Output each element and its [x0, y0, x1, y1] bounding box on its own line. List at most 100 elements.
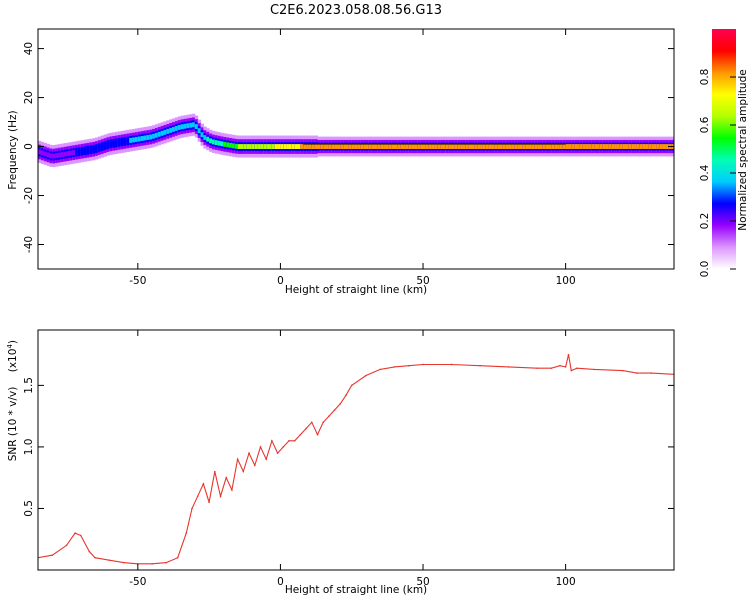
heatmap-cell [577, 144, 581, 149]
snr-data-point [422, 363, 424, 366]
snr-data-point [231, 489, 233, 491]
heatmap-cell [194, 124, 199, 129]
heatmap-y-tick-label: -20 [23, 187, 35, 204]
heatmap-cell [551, 144, 555, 149]
heatmap-cell [394, 144, 398, 149]
snr-data-point [265, 458, 267, 461]
colorbar-ticks: 0.0 0.2 0.4 0.6 0.8 [699, 69, 736, 277]
heatmap-cell [408, 144, 413, 149]
heatmap-cell [616, 144, 621, 149]
heatmap-cell [397, 144, 401, 149]
heatmap-cell [608, 144, 612, 149]
heatmap-cell [206, 136, 210, 142]
heatmap-cell [288, 144, 293, 149]
heatmap-cell [365, 144, 370, 149]
heatmap-cell [140, 136, 145, 141]
colorbar-tick-label: 0.6 [699, 116, 711, 133]
heatmap-panel: -50 0 50 100 -40 -20 0 20 40 Height of straight … [7, 28, 675, 296]
heatmap-cell [528, 144, 532, 149]
heatmap-cell [269, 144, 273, 149]
heatmap-cell [152, 133, 156, 139]
heatmap-cell [220, 141, 224, 147]
heatmap-cell [383, 144, 387, 149]
heatmap-cell [320, 144, 324, 149]
heatmap-cell [200, 132, 204, 138]
snr-multiplier-exp: 4 [6, 344, 14, 349]
heatmap-cell [177, 125, 182, 130]
heatmap-cell [477, 144, 481, 149]
heatmap-cell [308, 144, 313, 149]
heatmap-cell [377, 144, 381, 149]
snr-x-tick-label: -50 [129, 576, 146, 588]
heatmap-cell [431, 144, 435, 149]
colorbar-tick-label: 0.4 [699, 164, 711, 181]
heatmap-cell [231, 143, 236, 149]
snr-data-point [208, 501, 210, 504]
heatmap-cell [266, 144, 270, 149]
heatmap-cell [423, 144, 427, 149]
heatmap-y-tick-label: 0 [23, 143, 35, 150]
heatmap-cell [95, 146, 99, 151]
heatmap-x-axis-label: Height of straight line (km) [285, 284, 427, 296]
heatmap-cell [380, 144, 384, 149]
heatmap-y-tick-label: -40 [23, 236, 35, 253]
heatmap-cell [254, 144, 259, 149]
heatmap-cell [659, 144, 664, 149]
heatmap-cell [234, 143, 239, 149]
heatmap-y-tick-label: 20 [23, 91, 35, 104]
heatmap-cell [648, 144, 652, 149]
heatmap-cell [420, 144, 424, 149]
heatmap-cell [197, 128, 202, 134]
heatmap-cell [451, 144, 455, 149]
snr-data-point [550, 367, 553, 369]
heatmap-cell [511, 144, 515, 149]
snr-data-point [108, 559, 111, 561]
heatmap-cell [146, 135, 150, 140]
heatmap-cell [357, 144, 361, 149]
heatmap-cell [346, 144, 350, 149]
heatmap-cell [565, 144, 569, 149]
heatmap-cell [209, 138, 213, 144]
heatmap-cell [80, 148, 85, 154]
chart-title: C2E6.2023.058.08.56.G13 [270, 3, 442, 18]
heatmap-cell [109, 141, 113, 147]
heatmap-cell [594, 144, 598, 149]
heatmap-cell [226, 142, 230, 148]
heatmap-cell [172, 126, 176, 132]
snr-data-point [305, 427, 307, 430]
snr-data-point [299, 433, 302, 436]
heatmap-cell [654, 144, 658, 149]
heatmap-cell [75, 149, 79, 155]
heatmap-cell [460, 144, 464, 149]
heatmap-cell [294, 144, 299, 149]
heatmap-cell [280, 144, 284, 149]
heatmap-cell [186, 123, 190, 129]
snr-data-point [328, 415, 330, 417]
heatmap-y-axis-label: Frequency (Hz) [7, 110, 19, 189]
snr-data-point [339, 403, 342, 405]
snr-data-point [282, 446, 285, 448]
heatmap-cell [457, 144, 461, 149]
heatmap-cell [103, 143, 107, 149]
heatmap-cell [237, 144, 241, 149]
heatmap-cell [240, 144, 244, 149]
heatmap-cell [474, 144, 478, 149]
heatmap-cell [326, 144, 330, 149]
heatmap-cell [251, 144, 256, 149]
snr-multiplier-close: ) [7, 340, 19, 344]
heatmap-cell [639, 144, 644, 149]
heatmap-cell [132, 137, 136, 143]
colorbar: 0.0 0.2 0.4 0.6 0.8 Normalized spectral ampl… [699, 29, 749, 277]
snr-data-point [65, 544, 68, 547]
snr-marks [38, 353, 674, 565]
heatmap-cell [154, 132, 159, 138]
snr-data-point [122, 561, 125, 564]
heatmap-cell [411, 144, 415, 149]
heatmap-cell [488, 144, 492, 149]
heatmap-x-tick-label: 100 [556, 275, 576, 287]
heatmap-x-tick-label: 50 [416, 275, 429, 287]
snr-data-point [74, 532, 76, 534]
heatmap-cell [403, 144, 407, 149]
colorbar-tick-label: 0.2 [699, 213, 711, 230]
